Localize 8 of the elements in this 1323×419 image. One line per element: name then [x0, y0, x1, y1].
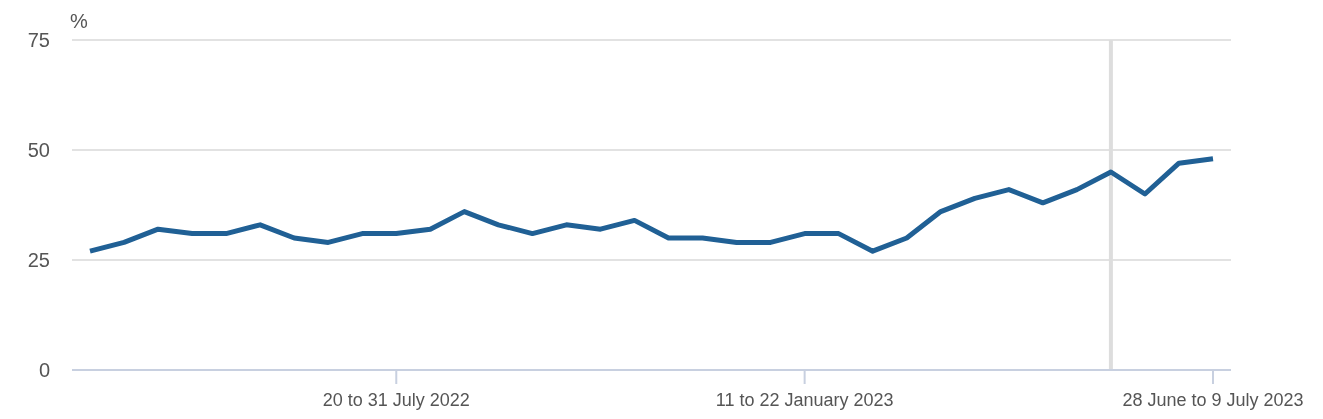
y-tick-label: 50: [27, 139, 50, 162]
y-tick-label: 25: [27, 249, 50, 272]
x-tick-label: 28 June to 9 July 2023: [1122, 390, 1304, 410]
x-tick-label: 20 to 31 July 2022: [322, 390, 470, 410]
y-axis-title: %: [70, 10, 88, 33]
y-tick-label: 75: [27, 29, 50, 52]
x-tick-label: 11 to 22 January 2023: [715, 390, 894, 410]
y-tick-label: 0: [38, 359, 50, 382]
